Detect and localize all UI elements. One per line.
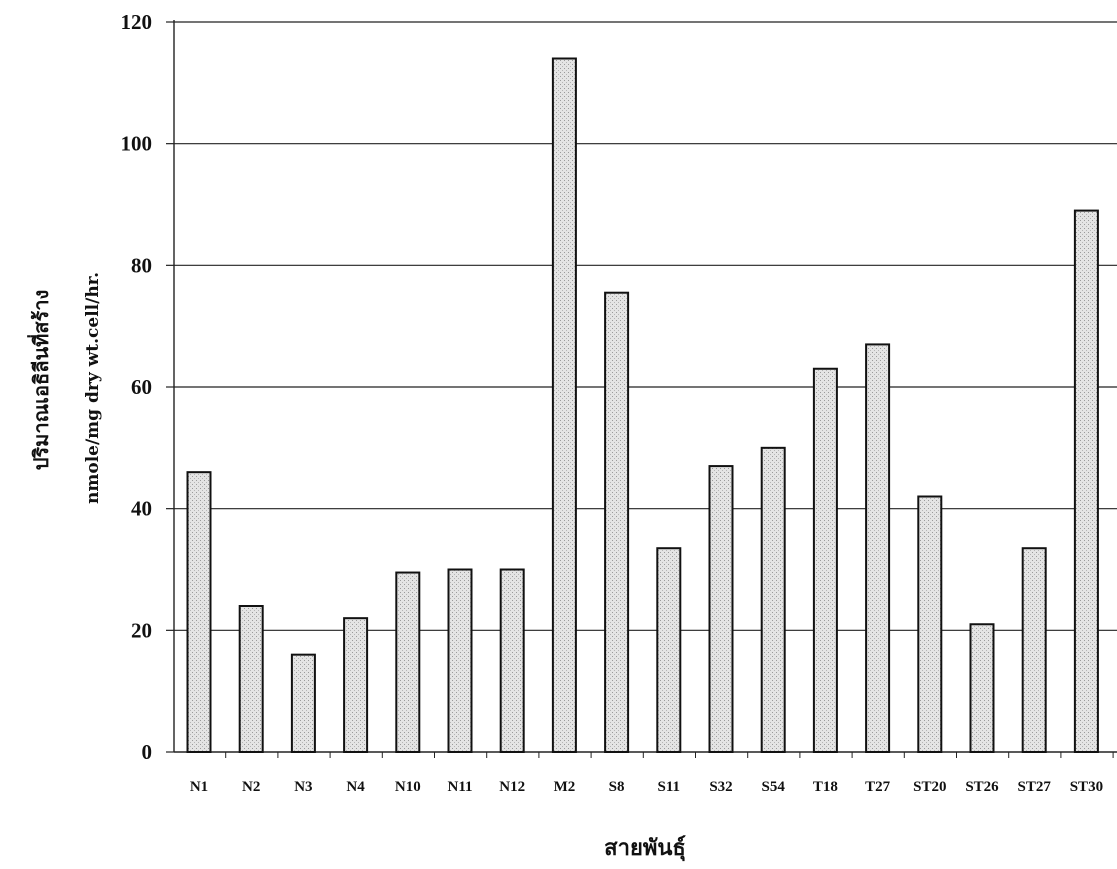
bar-st27 xyxy=(1021,547,1047,753)
axes xyxy=(166,20,1117,758)
bar-n11 xyxy=(447,568,473,753)
x-tick-label: ST20 xyxy=(913,779,946,795)
bar-s8 xyxy=(604,291,630,753)
x-tick-label: S54 xyxy=(762,779,786,795)
y-tick-label: 20 xyxy=(131,618,152,642)
bar-s32 xyxy=(708,465,734,753)
x-tick-label: M2 xyxy=(554,779,576,795)
x-tick-label: ST30 xyxy=(1070,779,1103,795)
x-tick-label: ST27 xyxy=(1018,779,1052,795)
y-axis-title: ปริมาณเอธิลีนที่สร้าง xyxy=(26,290,53,471)
y-tick-label: 120 xyxy=(121,10,153,34)
bar-n10 xyxy=(395,571,421,754)
x-tick-label: S8 xyxy=(609,779,625,795)
x-tick-label: N10 xyxy=(395,779,421,795)
bars xyxy=(186,57,1099,754)
x-tick-label: N11 xyxy=(447,779,472,795)
bar-m2 xyxy=(551,57,577,753)
bar-n12 xyxy=(499,568,525,753)
x-tick-label: S32 xyxy=(709,779,732,795)
bar-st26 xyxy=(969,623,995,753)
bar-n4 xyxy=(343,617,369,754)
x-axis-title: สายพันธุ์ xyxy=(604,835,686,862)
x-tick-label: S11 xyxy=(658,779,681,795)
x-tick-label: N3 xyxy=(294,779,312,795)
x-tick-label: T27 xyxy=(865,779,891,795)
x-tick-label: N4 xyxy=(346,779,365,795)
x-tick-label: ST26 xyxy=(965,779,999,795)
y-tick-label: 100 xyxy=(121,132,153,156)
y-tick-label: 80 xyxy=(131,253,152,277)
gridlines xyxy=(174,21,1117,631)
y-tick-label: 60 xyxy=(131,375,152,399)
x-tick-label: N1 xyxy=(190,779,208,795)
x-tick-labels: N1 N2 N3 N4 N10 N11 N12 M2 S8 S11 S32 S54 T18 T27 ST20… xyxy=(190,779,1103,795)
bar-st30 xyxy=(1073,209,1099,754)
x-tick-label: N12 xyxy=(499,779,525,795)
bar-n1 xyxy=(186,471,212,753)
bar-n3 xyxy=(290,653,316,754)
y-tick-label: 40 xyxy=(131,497,152,521)
bar-s11 xyxy=(656,547,682,753)
x-tick-label: N2 xyxy=(242,779,260,795)
y-tick-label: 0 xyxy=(142,740,153,764)
bar-s54 xyxy=(760,446,786,753)
y-axis-unit: nmole/mg dry wt.cell/hr. xyxy=(83,272,103,504)
y-tick-labels: 0 20 40 60 80 100 120 xyxy=(121,10,153,764)
bar-n2 xyxy=(238,605,264,753)
x-tick-label: T18 xyxy=(813,779,838,795)
bar-t18 xyxy=(812,367,838,753)
bar-t27 xyxy=(865,343,891,753)
bar-st20 xyxy=(917,495,943,753)
